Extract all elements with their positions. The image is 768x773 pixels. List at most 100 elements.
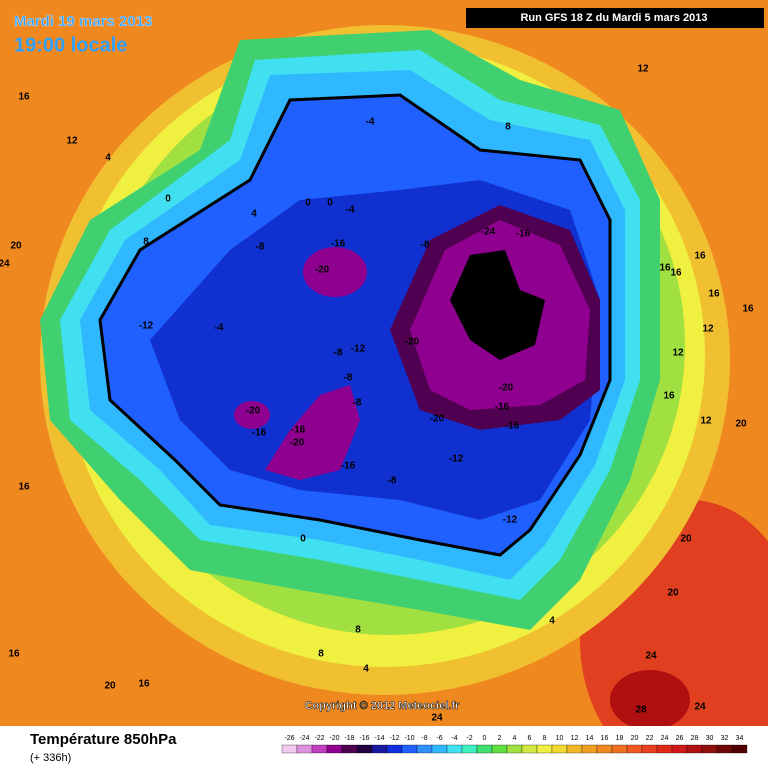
contour-label: 12 — [66, 136, 78, 147]
contour-label: -20 — [290, 438, 305, 449]
scale-label: -14 — [374, 735, 384, 742]
contour-label: 24 — [0, 259, 10, 270]
contour-label: -28 — [459, 277, 474, 288]
scale-label: -8 — [421, 735, 427, 742]
contour-label: -8 — [388, 476, 397, 487]
contour-label: -16 — [505, 421, 520, 432]
contour-label: -16 — [516, 229, 531, 240]
scale-label: -20 — [329, 735, 339, 742]
scale-swatch — [311, 744, 328, 754]
scale-label: -2 — [466, 735, 472, 742]
warm-core — [610, 670, 690, 730]
contour-label: 16 — [659, 263, 671, 274]
contour-label: -8 — [344, 373, 353, 384]
contour-label: 8 — [318, 649, 324, 660]
contour-label: -16 — [291, 425, 306, 436]
scale-label: 10 — [556, 735, 564, 742]
contour-label: -16 — [341, 461, 356, 472]
contour-label: -20 — [315, 265, 330, 276]
contour-label: 12 — [700, 416, 712, 427]
contour-label: 16 — [138, 679, 150, 690]
scale-swatch — [386, 744, 403, 754]
zone — [234, 401, 270, 429]
scale-label: -6 — [436, 735, 442, 742]
scale-swatch — [521, 744, 538, 754]
contour-label: 0 — [165, 194, 171, 205]
scale-label: 26 — [676, 735, 684, 742]
scale-swatch — [446, 744, 463, 754]
contour — [98, 93, 612, 557]
contour-label: 0 — [327, 198, 333, 209]
scale-swatch — [566, 744, 583, 754]
contour-label: 8 — [505, 122, 511, 133]
contour-label: 4 — [363, 664, 369, 675]
contour-label: -28 — [520, 302, 535, 313]
contour-label: 4 — [549, 616, 555, 627]
time: 19:00 locale — [14, 34, 127, 56]
contour-label: 20 — [104, 681, 116, 692]
scale-swatch — [536, 744, 553, 754]
scale-swatch — [551, 744, 568, 754]
contour-label: -20 — [246, 406, 261, 417]
scale-label: 14 — [586, 735, 594, 742]
contour-label: -4 — [215, 323, 224, 334]
contour-label: 20 — [680, 534, 692, 545]
contour-label: -12 — [449, 454, 464, 465]
contour-label: 16 — [663, 391, 675, 402]
scale-swatch — [731, 744, 748, 754]
run-info: Run GFS 18 Z du Mardi 5 mars 2013 — [520, 12, 707, 24]
contour-label: 4 — [105, 153, 111, 164]
scale-swatch — [281, 744, 298, 754]
scale-label: 20 — [631, 735, 639, 742]
scale-swatch — [431, 744, 448, 754]
scale-label: 22 — [646, 735, 654, 742]
scale-swatch — [491, 744, 508, 754]
contour-label: -24 — [481, 227, 496, 238]
contour-label: 20 — [10, 241, 22, 252]
scale-swatch — [416, 744, 433, 754]
contour-label: 20 — [667, 588, 679, 599]
scale-label: -24 — [299, 735, 309, 742]
contour-label: 24 — [431, 713, 443, 724]
cold-core — [450, 250, 545, 360]
contour-label: 12 — [702, 324, 714, 335]
contour-label: 16 — [708, 289, 720, 300]
contour-label: -12 — [503, 515, 518, 526]
scale-label: 28 — [691, 735, 699, 742]
contour-label: -4 — [346, 205, 355, 216]
run-box — [466, 8, 764, 28]
scale-swatch — [686, 744, 703, 754]
copyright: Copyright © 2012 Meteociel.fr — [305, 700, 461, 712]
scale-label: -22 — [314, 735, 324, 742]
zone — [265, 385, 360, 480]
scale-swatch — [596, 744, 613, 754]
contour-label: -16 — [252, 428, 267, 439]
contour-label: 0 — [300, 534, 306, 545]
contour-label: -8 — [353, 398, 362, 409]
scale-label: 32 — [721, 735, 729, 742]
contour-label: 4 — [251, 209, 257, 220]
scale-swatch — [356, 744, 373, 754]
scale-swatch — [371, 744, 388, 754]
contour-label: 8 — [355, 625, 361, 636]
contour-label: 16 — [18, 92, 30, 103]
contour-label: -24 — [501, 307, 516, 318]
scale-swatch — [611, 744, 628, 754]
contour-label: 12 — [637, 64, 649, 75]
contour-label: -4 — [366, 117, 375, 128]
lead-time: (+ 336h) — [30, 752, 71, 764]
contour-label: 12 — [672, 348, 684, 359]
scale-swatch — [341, 744, 358, 754]
scale-swatch — [461, 744, 478, 754]
scale-label: 2 — [498, 735, 502, 742]
scale-swatch — [716, 744, 733, 754]
scale-swatch — [701, 744, 718, 754]
scale-label: -18 — [344, 735, 354, 742]
scale-swatch — [476, 744, 493, 754]
scale-swatch — [671, 744, 688, 754]
scale-label: 4 — [513, 735, 517, 742]
contour-label: 24 — [694, 702, 706, 713]
contour-label: 28 — [635, 705, 647, 716]
